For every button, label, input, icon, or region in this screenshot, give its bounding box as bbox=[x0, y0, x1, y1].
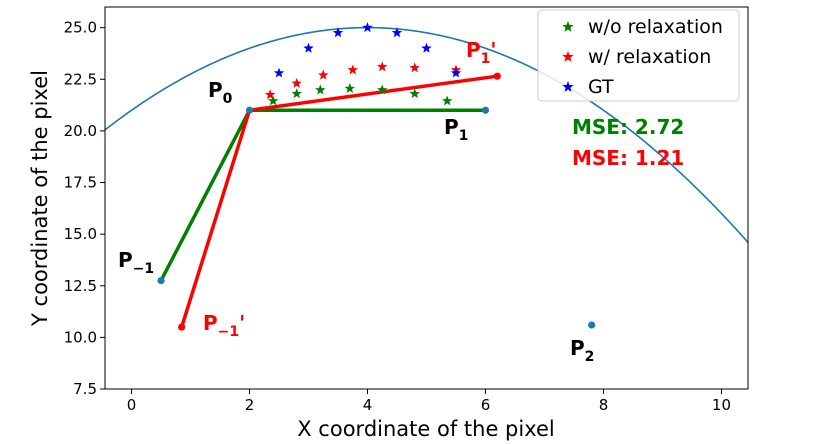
point-p-1 bbox=[481, 106, 490, 114]
mse-with-relaxation: MSE: 1.21 bbox=[572, 146, 684, 170]
star-gt-0 bbox=[273, 67, 285, 78]
plot-area bbox=[105, 22, 748, 331]
point-p-1-prime bbox=[493, 72, 501, 80]
x-tick-label: 10 bbox=[712, 396, 731, 414]
x-tick-label: 8 bbox=[599, 396, 609, 414]
star-without-relaxation-5 bbox=[409, 88, 420, 99]
green-segment-left bbox=[159, 108, 252, 283]
star-with-relaxation-4 bbox=[377, 61, 388, 72]
x-tick-label: 4 bbox=[363, 396, 373, 414]
y-tick-label: 20.0 bbox=[64, 122, 97, 140]
star-without-relaxation-4 bbox=[377, 84, 388, 95]
label-p--1: P−1 bbox=[118, 248, 154, 277]
mse-without-relaxation: MSE: 2.72 bbox=[572, 115, 684, 139]
star-without-relaxation-3 bbox=[344, 83, 356, 94]
y-axis-label: Y coordinate of the pixel bbox=[28, 70, 52, 327]
star-gt-2 bbox=[332, 27, 344, 38]
label-p-2: P2 bbox=[570, 336, 594, 365]
legend-label-without-relaxation: w/o relaxation bbox=[588, 16, 723, 38]
point-p--1 bbox=[157, 276, 165, 285]
x-tick-label: 2 bbox=[245, 396, 255, 414]
axis-ticks: 0 2 4 6 8 10 7.5 10.0 12.5 15.0 17.5 20.0 22.5 25.0 bbox=[64, 19, 731, 414]
y-tick-label: 17.5 bbox=[64, 174, 97, 192]
y-tick-label: 7.5 bbox=[73, 380, 97, 398]
star-with-relaxation-0 bbox=[264, 89, 276, 100]
label-p-1: P1 bbox=[444, 115, 468, 144]
legend-marker-without-relaxation bbox=[562, 21, 574, 32]
legend: w/o relaxation w/ relaxation GT bbox=[537, 9, 740, 102]
point-labels: P−1 P0 P1 P2 P−1' P1' bbox=[118, 38, 594, 365]
y-tick-label: 10.0 bbox=[64, 328, 97, 346]
star-gt-1 bbox=[303, 42, 314, 53]
star-gt-6 bbox=[450, 67, 462, 78]
label-p-0: P0 bbox=[208, 78, 233, 107]
red-segment-top bbox=[247, 74, 500, 112]
star-gt-4 bbox=[391, 27, 403, 38]
star-without-relaxation-1 bbox=[291, 88, 302, 99]
star-without-relaxation-0 bbox=[267, 95, 279, 106]
legend-marker-with-relaxation bbox=[562, 51, 574, 62]
x-tick-label: 0 bbox=[127, 396, 137, 414]
legend-marker-gt bbox=[562, 81, 574, 92]
star-with-relaxation-1 bbox=[291, 77, 302, 88]
parabola-curve bbox=[105, 26, 748, 244]
label-p--1-prime: P−1' bbox=[203, 311, 245, 340]
star-with-relaxation-5 bbox=[409, 62, 420, 73]
star-without-relaxation-6 bbox=[441, 95, 453, 106]
legend-box bbox=[537, 9, 740, 102]
star-without-relaxation-2 bbox=[315, 84, 326, 95]
y-tick-label: 22.5 bbox=[64, 70, 97, 88]
point-p--1-prime bbox=[178, 323, 186, 331]
y-tick-label: 12.5 bbox=[64, 277, 97, 295]
star-with-relaxation-2 bbox=[318, 69, 329, 80]
star-gt-3 bbox=[362, 22, 373, 33]
legend-label-with-relaxation: w/ relaxation bbox=[588, 46, 711, 68]
legend-label-gt: GT bbox=[588, 76, 614, 98]
star-with-relaxation-3 bbox=[347, 64, 358, 75]
label-p-1-prime: P1' bbox=[466, 38, 497, 67]
red-segment-left bbox=[179, 108, 252, 329]
x-axis-label: X coordinate of the pixel bbox=[297, 417, 555, 441]
point-p-0 bbox=[245, 106, 254, 114]
point-p-2 bbox=[588, 321, 596, 329]
y-tick-label: 15.0 bbox=[64, 225, 97, 243]
y-tick-label: 25.0 bbox=[64, 19, 97, 37]
x-tick-label: 6 bbox=[481, 396, 491, 414]
axes-frame bbox=[104, 6, 749, 390]
star-gt-5 bbox=[421, 42, 432, 53]
plot-frame bbox=[104, 6, 749, 390]
